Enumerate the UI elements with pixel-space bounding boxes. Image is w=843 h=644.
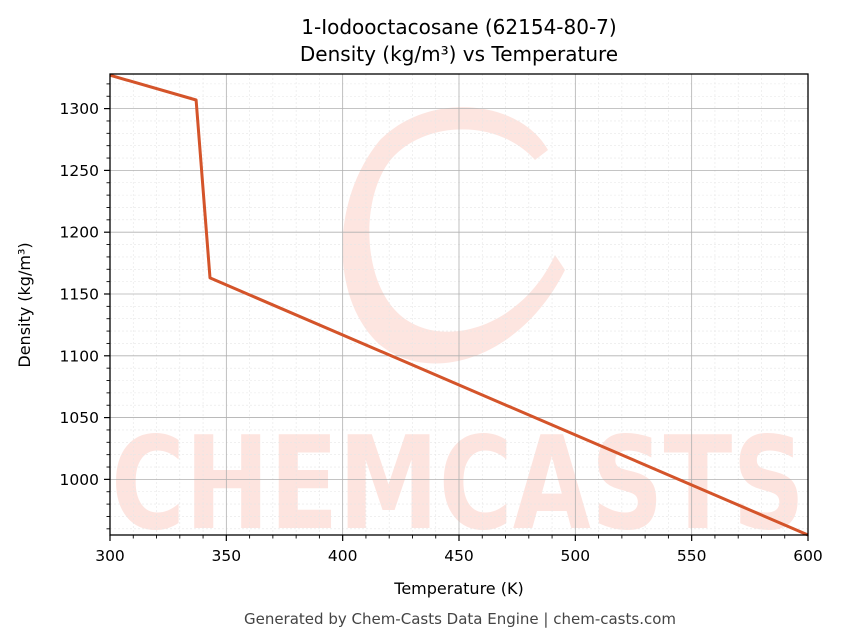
series-layer xyxy=(109,73,809,537)
x-tick-label: 550 xyxy=(677,547,707,565)
x-axis-label: Temperature (K) xyxy=(393,579,523,598)
y-tick-label: 1200 xyxy=(60,224,99,242)
x-tick-label: 400 xyxy=(328,547,358,565)
density-series-line xyxy=(109,73,809,537)
x-tick-label: 350 xyxy=(212,547,242,565)
x-tick-label: 500 xyxy=(561,547,591,565)
chart-subtitle: Density (kg/m³) vs Temperature xyxy=(300,42,618,66)
x-tick-label: 600 xyxy=(793,547,823,565)
chemcasts-watermark: CHEMCASTS xyxy=(111,107,805,559)
y-tick-label: 1250 xyxy=(60,162,99,180)
y-tick-label: 1150 xyxy=(60,285,99,303)
footer-credit: Generated by Chem-Casts Data Engine | ch… xyxy=(244,610,676,628)
chart-title: 1-Iodooctacosane (62154-80-7) xyxy=(301,15,616,39)
x-axis-ticks: 300 350 400 450 500 550 600 xyxy=(95,535,823,565)
x-tick-label: 300 xyxy=(95,547,125,565)
y-axis-label: Density (kg/m³) xyxy=(15,242,34,367)
y-tick-label: 1000 xyxy=(60,471,99,489)
watermark-text: CHEMCASTS xyxy=(111,410,805,559)
y-tick-label: 1050 xyxy=(60,409,99,427)
y-tick-label: 1100 xyxy=(60,347,99,365)
y-axis-ticks: 1000 1050 1100 1150 1200 1250 1300 xyxy=(60,83,110,530)
x-tick-label: 450 xyxy=(444,547,474,565)
y-tick-label: 1300 xyxy=(60,100,99,118)
